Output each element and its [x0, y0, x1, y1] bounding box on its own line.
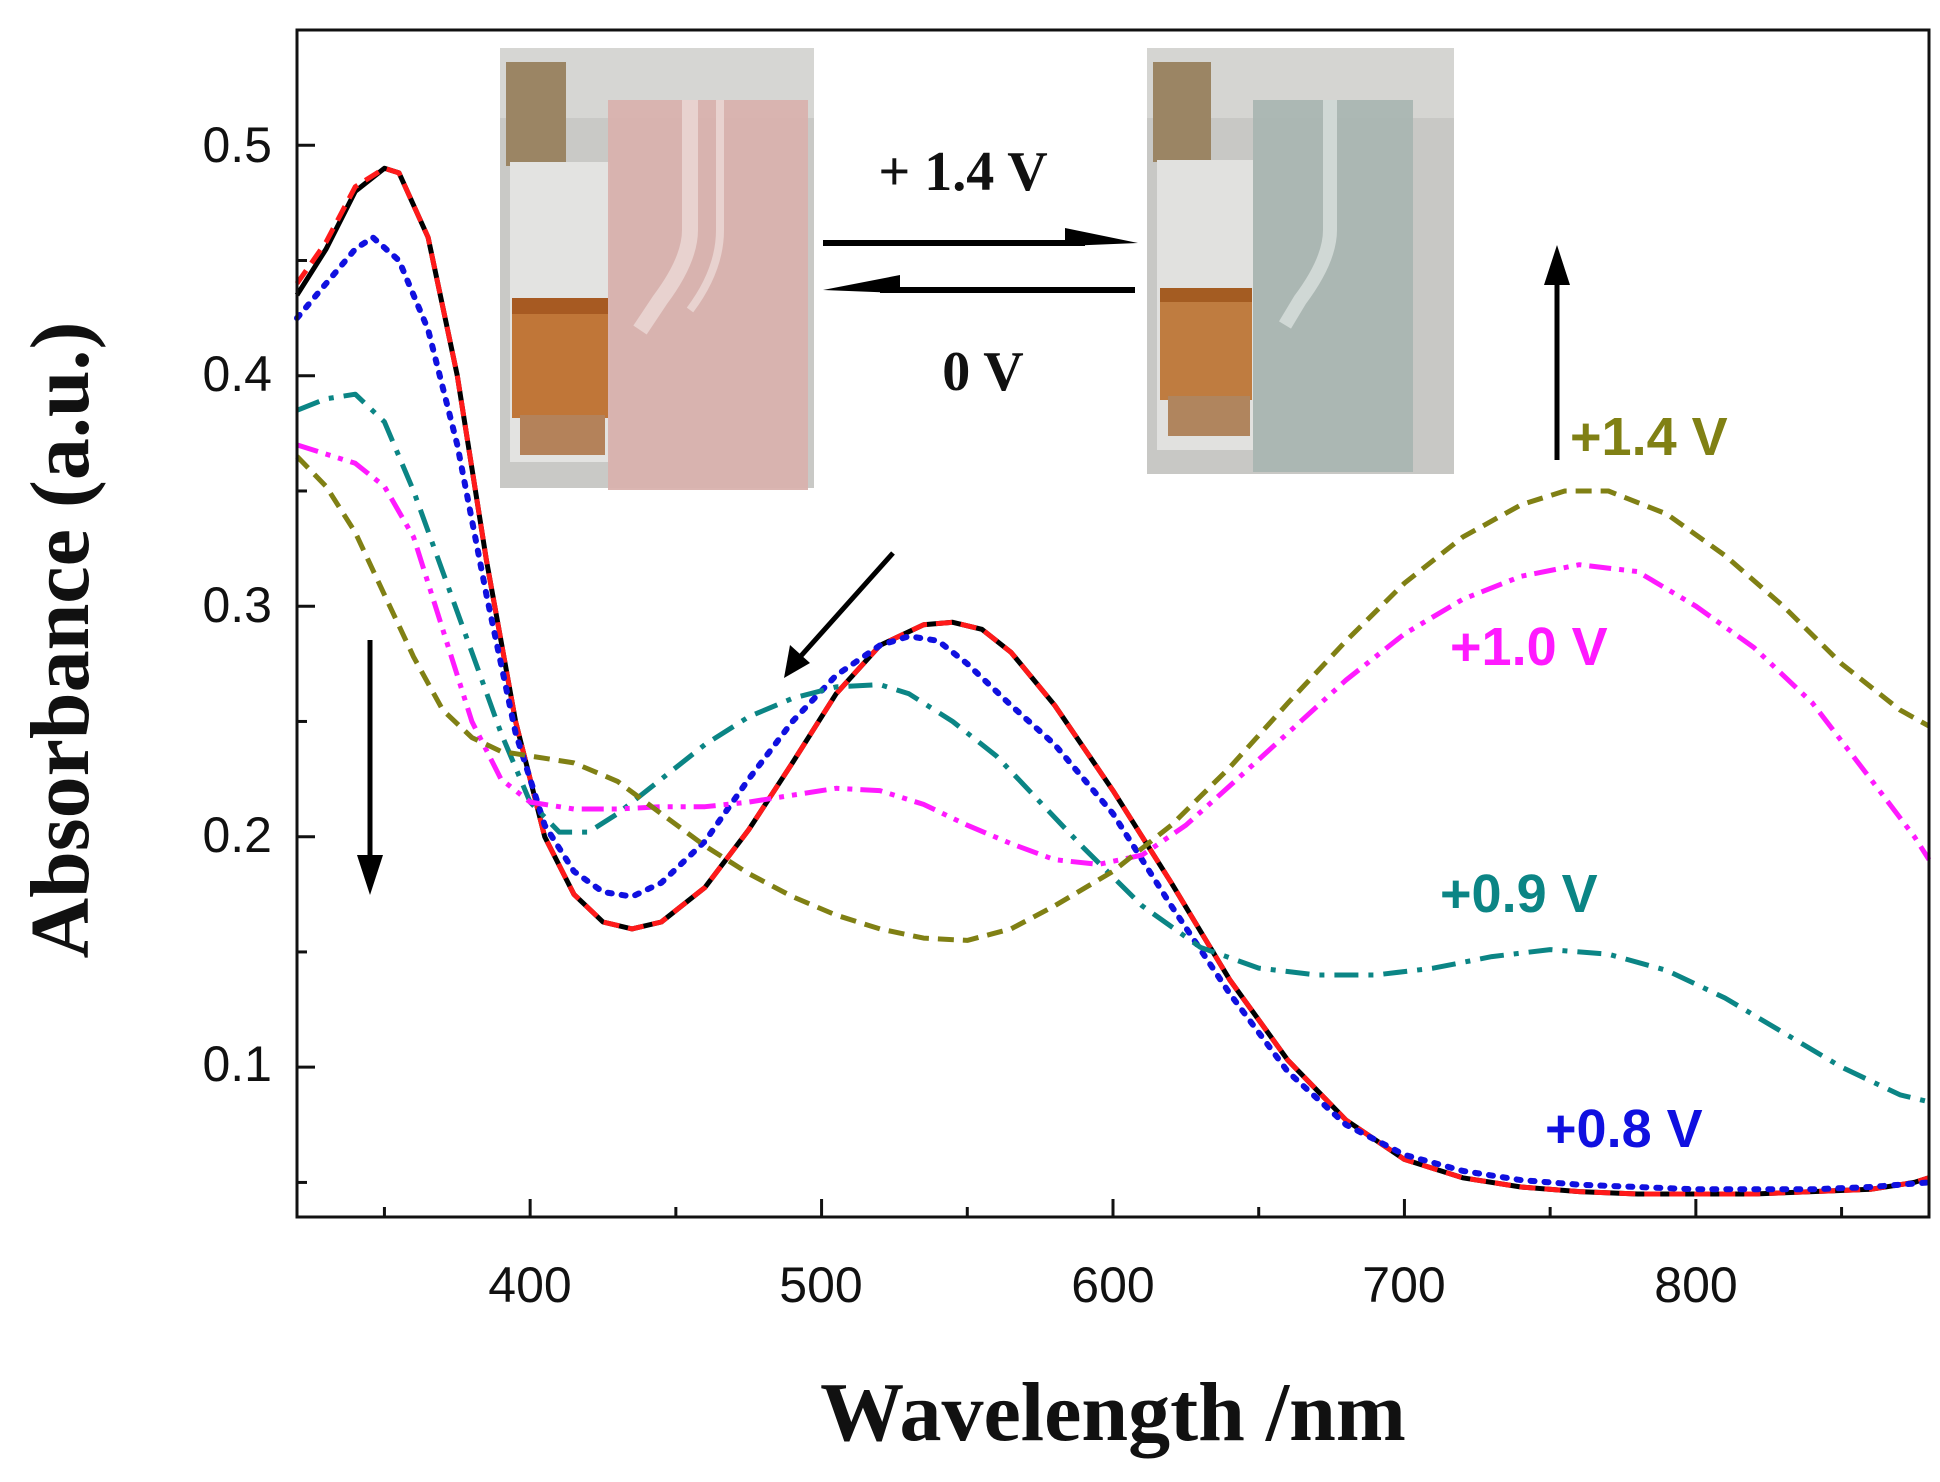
backward-voltage-label: 0 V	[942, 341, 1023, 403]
y-tick-label-0.4: 0.4	[202, 346, 272, 402]
y-tick-label-0.5: 0.5	[202, 117, 272, 173]
forward-voltage-label: + 1.4 V	[878, 141, 1047, 203]
series-line-2	[294, 234, 1932, 1193]
x-tick-label-800: 800	[1654, 1257, 1737, 1313]
y-axis-title: Absorbance (a.u.)	[14, 321, 107, 958]
x-tick-label-700: 700	[1362, 1257, 1445, 1313]
y-tick-label-0.2: 0.2	[202, 807, 272, 863]
series-label-0.9v: +0.9 V	[1440, 864, 1598, 924]
y-tick-label-0.3: 0.3	[202, 577, 272, 633]
y-tick-labels: 0.1 0.2 0.3 0.4 0.5	[202, 117, 272, 1092]
inset-photo-oxidized	[1147, 48, 1454, 474]
series-line-1	[294, 165, 1930, 1197]
increase-arrow-nir	[1544, 245, 1570, 460]
inset-photo-initial	[500, 48, 814, 490]
y-tick-label-0.1: 0.1	[202, 1036, 272, 1092]
x-tick-labels: 400 500 600 700 800	[488, 1257, 1737, 1313]
series-label-0.8v: +0.8 V	[1545, 1099, 1703, 1159]
switch-arrows	[823, 228, 1138, 293]
shift-arrow-visible	[784, 551, 895, 678]
x-tick-label-600: 600	[1071, 1257, 1154, 1313]
series-label-1.0v: +1.0 V	[1450, 617, 1608, 677]
x-axis-title: Wavelength /nm	[820, 1366, 1406, 1459]
x-tick-label-500: 500	[779, 1257, 862, 1313]
x-tick-label-400: 400	[488, 1257, 571, 1313]
series-label-1.4v: +1.4 V	[1570, 407, 1728, 467]
series-line-3	[296, 391, 1930, 1105]
decrease-arrow-uv	[357, 640, 383, 895]
series-line-5	[295, 454, 1931, 943]
series-lines	[294, 165, 1932, 1197]
axis-ticks	[297, 143, 1844, 1217]
